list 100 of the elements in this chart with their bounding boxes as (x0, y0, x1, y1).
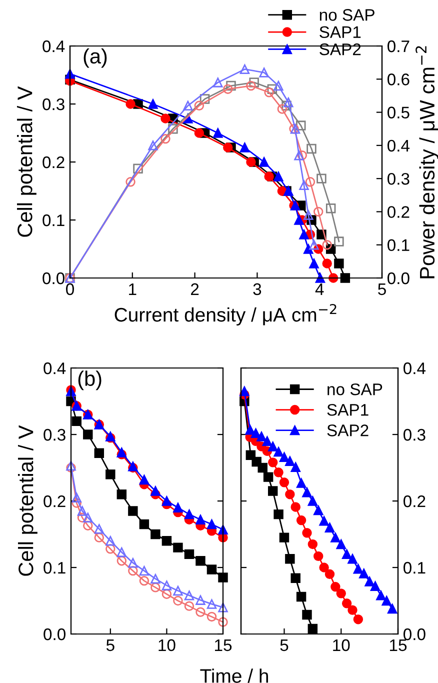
point (370, 581, 380, 591)
point (94, 524, 104, 534)
point (285, 554, 295, 564)
x-tick-label: 4 (315, 283, 324, 295)
point (183, 100, 193, 111)
point (150, 529, 160, 540)
y2-tick-label: 0.2 (388, 206, 410, 218)
point (249, 78, 259, 88)
point (83, 430, 93, 440)
point (282, 100, 292, 111)
y-tick-label: 0.2 (44, 495, 66, 508)
point (162, 536, 172, 546)
point (264, 172, 274, 182)
point (336, 539, 346, 550)
point (279, 478, 290, 488)
point (302, 487, 312, 498)
point (324, 522, 335, 532)
y-tick-label: 0.4 (42, 40, 65, 52)
point (128, 566, 138, 576)
point (213, 128, 223, 138)
annotation: (b) (78, 370, 102, 390)
point (376, 590, 386, 600)
y2-tick-label: 0.3 (404, 428, 426, 441)
x-tick-label: 2 (191, 283, 199, 295)
point (162, 496, 172, 506)
x-tick-label: 15 (215, 639, 232, 652)
x-tick-label: 10 (333, 639, 350, 652)
y-axis-title: Cell potential / V (16, 86, 36, 237)
point (296, 515, 306, 526)
point (72, 492, 82, 503)
point (359, 568, 369, 578)
point (196, 595, 206, 605)
point (267, 84, 278, 94)
point (196, 607, 206, 617)
y2-tick-label: 0.0 (388, 272, 410, 284)
point (173, 542, 183, 552)
point (284, 97, 294, 108)
point (294, 215, 304, 225)
point (340, 273, 350, 283)
point (268, 486, 278, 496)
point (83, 520, 93, 530)
point (126, 177, 136, 187)
point (342, 598, 352, 608)
point (139, 474, 150, 485)
point (106, 544, 116, 554)
point (116, 547, 127, 558)
legend-label: SAP1 (327, 404, 368, 416)
point (148, 99, 158, 109)
point (218, 617, 228, 627)
x-tick-label: 0 (66, 283, 74, 296)
point (245, 424, 255, 435)
x-tick-label: 5 (378, 283, 386, 296)
point (313, 206, 324, 217)
point (342, 549, 352, 560)
point (314, 505, 324, 516)
point (196, 514, 206, 524)
point (305, 177, 316, 187)
point (258, 462, 268, 473)
x-axis-title: Current density / μA cm$^{−2}$ (114, 304, 336, 326)
point (290, 573, 300, 583)
y-tick-label: 0.3 (42, 98, 64, 110)
point (160, 134, 170, 144)
point (184, 601, 194, 611)
point (296, 478, 306, 488)
point (297, 150, 307, 160)
point (309, 240, 319, 250)
point (336, 588, 346, 598)
point (72, 498, 82, 508)
point (263, 472, 274, 482)
point (299, 230, 309, 240)
point (302, 610, 312, 620)
point (173, 586, 183, 596)
y-tick-label: 0.1 (44, 562, 66, 574)
y2-tick-label: 0.3 (388, 172, 410, 185)
x-tick-label: 15 (390, 639, 407, 652)
point (83, 512, 93, 522)
point (334, 236, 344, 246)
point (240, 64, 250, 74)
point (285, 456, 295, 466)
point (194, 128, 204, 138)
y2-tick-label: 0.7 (388, 40, 410, 52)
point (150, 582, 160, 592)
point (116, 489, 127, 500)
point (294, 150, 304, 160)
point (173, 502, 183, 513)
point (268, 442, 278, 452)
point (299, 180, 309, 190)
point (330, 532, 340, 542)
point (308, 624, 318, 634)
point (302, 528, 312, 538)
point (259, 68, 269, 78)
point (250, 428, 261, 438)
point (72, 416, 82, 426)
point (314, 551, 324, 562)
point (139, 519, 150, 530)
point (334, 258, 344, 268)
point (206, 612, 217, 622)
point (274, 80, 284, 91)
point (306, 144, 316, 154)
point (200, 94, 210, 104)
